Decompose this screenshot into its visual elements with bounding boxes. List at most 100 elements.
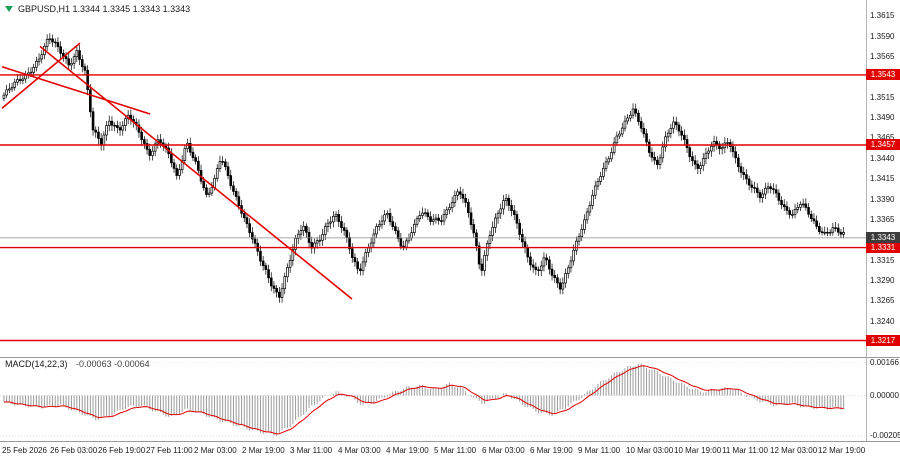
candle-down	[718, 143, 721, 150]
trendline[interactable]	[1, 65, 151, 115]
candle-up	[442, 213, 446, 222]
candle-up	[107, 120, 111, 126]
candle-down	[693, 160, 697, 165]
candle-up	[766, 186, 770, 189]
price-tick-label: 1.3515	[870, 92, 895, 102]
price-level-badge[interactable]: 1.3457	[866, 139, 900, 151]
candle-down	[67, 58, 71, 66]
candle-up	[499, 208, 503, 214]
candle-up	[45, 39, 49, 47]
candle-up	[672, 121, 675, 129]
candle-up	[701, 158, 705, 166]
candle-up	[707, 150, 710, 154]
trendline[interactable]	[39, 45, 353, 300]
candle-down	[518, 222, 521, 235]
candle-down	[820, 231, 824, 233]
candle-up	[583, 219, 586, 230]
macd-values: -0.00063 -0.00064	[76, 359, 150, 369]
candle-up	[661, 146, 665, 159]
candle-up	[658, 157, 662, 165]
candle-down	[229, 175, 233, 187]
candle-down	[356, 261, 359, 270]
candle-down	[396, 230, 400, 239]
candle-down	[275, 287, 278, 293]
candle-down	[774, 189, 778, 194]
candle-down	[737, 157, 740, 168]
candle-up	[607, 158, 611, 163]
candle-down	[780, 200, 783, 206]
candle-down	[350, 248, 354, 258]
symbol-info: GBPUSD,H1 1.3344 1.3345 1.3343 1.3343	[5, 4, 190, 14]
candle-down	[650, 152, 654, 158]
candle-up	[831, 227, 835, 233]
time-tick-label: 26 Feb 03:00	[50, 446, 98, 455]
trendline[interactable]	[1, 42, 81, 109]
candle-up	[445, 209, 449, 215]
candle-down	[118, 127, 122, 131]
candle-up	[626, 117, 629, 122]
candle-down	[437, 217, 440, 221]
candle-down	[86, 69, 89, 91]
candle-down	[89, 89, 92, 113]
candle-up	[2, 94, 6, 99]
candle-down	[83, 66, 87, 71]
candle-up	[70, 62, 73, 66]
time-tick-label: 11 Mar 11:00	[722, 446, 768, 455]
candle-down	[545, 257, 548, 261]
candle-up	[580, 229, 584, 238]
candle-up	[610, 152, 613, 160]
candle-up	[491, 226, 494, 236]
candle-up	[386, 213, 389, 216]
candle-down	[772, 188, 775, 191]
candle-down	[221, 161, 224, 163]
candle-down	[807, 207, 810, 215]
candle-up	[488, 235, 492, 244]
candle-down	[839, 231, 843, 235]
candle-down	[458, 191, 462, 195]
candle-down	[480, 263, 484, 271]
candle-down	[97, 131, 100, 139]
candle-down	[512, 210, 516, 215]
candle-up	[124, 118, 127, 126]
candle-down	[342, 227, 346, 231]
candle-up	[502, 200, 505, 210]
price-level-badge[interactable]: 1.3543	[866, 69, 900, 81]
time-tick-label: 4 Mar 03:00	[338, 446, 381, 455]
candle-up	[542, 257, 546, 267]
macd-signal-line	[3, 365, 844, 435]
candle-up	[561, 282, 565, 290]
candle-up	[434, 217, 438, 221]
macd-tick-label: 0.00000	[870, 390, 899, 400]
candle-down	[510, 205, 513, 211]
candle-down	[507, 197, 511, 206]
candle-down	[782, 204, 786, 208]
price-level-badge[interactable]: 1.3217	[866, 335, 900, 347]
candle-down	[777, 192, 781, 201]
time-tick-label: 5 Mar 11:00	[434, 446, 477, 455]
candle-down	[688, 147, 692, 158]
candle-down	[745, 174, 748, 180]
candle-down	[359, 268, 362, 271]
candle-up	[415, 218, 419, 225]
candle-down	[399, 238, 403, 247]
price-tick-label: 1.3265	[870, 296, 895, 306]
candle-down	[788, 210, 791, 215]
candle-down	[680, 130, 683, 136]
candle-down	[656, 159, 659, 165]
candle-down	[59, 46, 62, 54]
candle-up	[334, 214, 338, 217]
price-tick-label: 1.3590	[870, 31, 895, 41]
symbol-ohlc-text: GBPUSD,H1 1.3344 1.3345 1.3343 1.3343	[18, 4, 191, 14]
candle-down	[337, 214, 341, 222]
candle-up	[842, 231, 845, 235]
price-tick-label: 1.3240	[870, 316, 895, 326]
candle-up	[296, 233, 300, 239]
price-level-badge[interactable]: 1.3331	[866, 242, 900, 254]
candle-down	[742, 172, 746, 175]
candle-up	[564, 273, 567, 284]
candle-up	[364, 252, 368, 263]
macd-indicator-label: MACD(14,22,3) -0.00063 -0.00064	[5, 359, 150, 369]
candle-down	[237, 196, 241, 206]
candle-down	[188, 142, 192, 153]
